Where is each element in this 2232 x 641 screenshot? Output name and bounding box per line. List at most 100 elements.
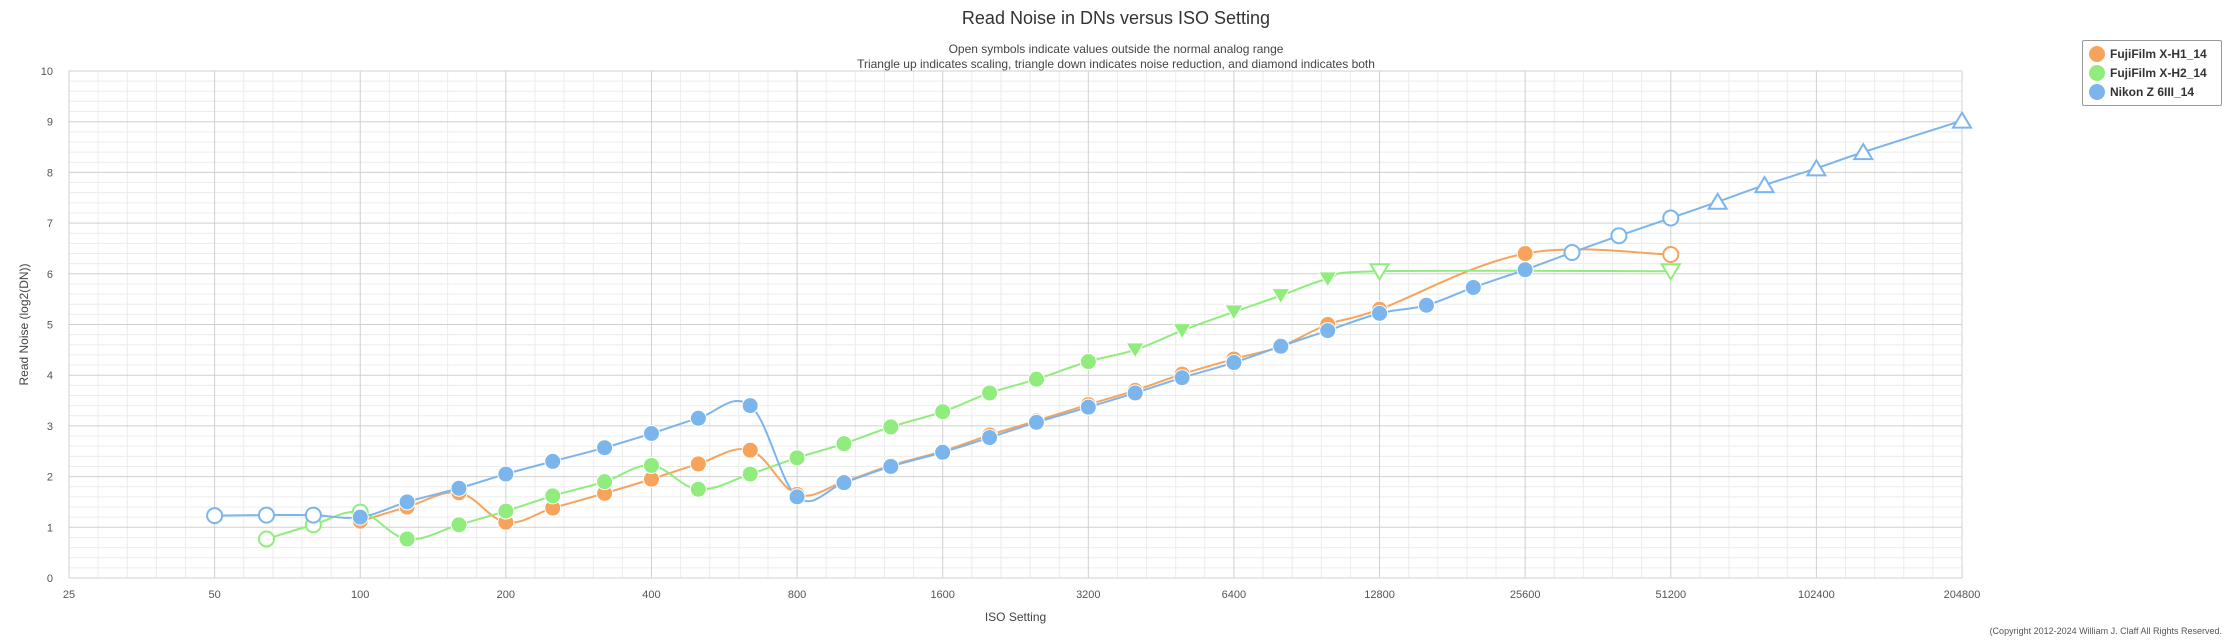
- data-point[interactable]: [1270, 288, 1291, 305]
- data-point[interactable]: [1027, 413, 1045, 431]
- x-tick-label: 200: [497, 589, 515, 601]
- legend-swatch-fujifilm-x-h2: [2089, 64, 2105, 81]
- legend-item-nikon-z6iii[interactable]: Nikon Z 6III_14: [2089, 82, 2215, 101]
- data-point[interactable]: [497, 502, 515, 520]
- data-point[interactable]: [450, 516, 468, 534]
- x-tick-label: 100: [351, 589, 369, 601]
- data-point[interactable]: [596, 439, 614, 457]
- data-point[interactable]: [934, 403, 952, 421]
- data-point[interactable]: [1125, 342, 1146, 359]
- data-point[interactable]: [257, 506, 275, 524]
- data-point[interactable]: [257, 530, 275, 548]
- data-point[interactable]: [1371, 304, 1389, 322]
- data-point[interactable]: [1027, 370, 1045, 388]
- data-point[interactable]: [934, 443, 952, 461]
- data-point[interactable]: [741, 465, 759, 483]
- data-point[interactable]: [1368, 263, 1391, 282]
- series-2: [206, 110, 1973, 526]
- legend-swatch-fujifilm-x-h1: [2089, 45, 2105, 62]
- data-point[interactable]: [788, 488, 806, 506]
- y-tick-label: 0: [47, 573, 53, 585]
- data-point[interactable]: [1662, 246, 1680, 264]
- data-point[interactable]: [689, 409, 707, 427]
- x-tick-label: 3200: [1076, 589, 1100, 601]
- data-point[interactable]: [788, 449, 806, 467]
- x-tick-label: 25600: [1510, 589, 1541, 601]
- legend-item-fujifilm-x-h2[interactable]: FujiFilm X-H2_14: [2089, 63, 2215, 82]
- data-point[interactable]: [882, 457, 900, 475]
- data-point[interactable]: [835, 474, 853, 492]
- legend-label-nikon-z6iii: Nikon Z 6III_14: [2110, 84, 2195, 99]
- y-tick-label: 2: [47, 472, 53, 484]
- y-tick-label: 10: [41, 66, 53, 78]
- data-point[interactable]: [1172, 323, 1192, 340]
- y-tick-label: 7: [47, 218, 53, 230]
- data-point[interactable]: [398, 493, 416, 511]
- x-tick-label: 102400: [1798, 589, 1835, 601]
- y-tick-label: 5: [47, 320, 53, 332]
- data-point[interactable]: [1173, 369, 1191, 387]
- data-point[interactable]: [351, 508, 369, 526]
- data-point[interactable]: [882, 418, 900, 436]
- data-point[interactable]: [1805, 158, 1828, 177]
- legend-label-fujifilm-x-h2: FujiFilm X-H2_14: [2110, 65, 2207, 80]
- data-point[interactable]: [1272, 337, 1290, 355]
- data-point[interactable]: [1079, 353, 1097, 371]
- data-point[interactable]: [1951, 110, 1973, 129]
- data-point[interactable]: [1079, 398, 1097, 416]
- series-layer: [206, 110, 1973, 548]
- data-point[interactable]: [835, 435, 853, 453]
- data-point[interactable]: [304, 506, 322, 524]
- data-point[interactable]: [1662, 209, 1680, 227]
- chart-subtitle-line-2: Triangle up indicates scaling, triangle …: [857, 57, 1375, 71]
- x-tick-label: 800: [788, 589, 806, 601]
- legend-label-fujifilm-x-h1: FujiFilm X-H1_14: [2110, 46, 2207, 61]
- legend-item-fujifilm-x-h1[interactable]: FujiFilm X-H1_14: [2089, 44, 2215, 63]
- chart-title: Read Noise in DNs versus ISO Setting: [961, 8, 1271, 28]
- data-point[interactable]: [398, 530, 416, 548]
- data-point[interactable]: [1464, 278, 1482, 296]
- x-axis-title: ISO Setting: [985, 610, 1046, 624]
- data-point[interactable]: [1660, 263, 1682, 282]
- y-tick-label: 1: [47, 522, 53, 534]
- series-1: [257, 263, 1682, 548]
- data-point[interactable]: [1516, 245, 1534, 263]
- data-point[interactable]: [1417, 296, 1435, 314]
- data-point[interactable]: [1516, 261, 1534, 279]
- data-point[interactable]: [981, 429, 999, 447]
- data-point[interactable]: [1225, 354, 1243, 372]
- legend: FujiFilm X-H1_14 FujiFilm X-H2_14 Nikon …: [2082, 40, 2222, 106]
- axes: 25 50 100 200 400 800 1600 3200 6400 12800 25600 51…: [41, 66, 1981, 601]
- copyright-notice: (Copyright 2012-2024 William J. Claff Al…: [1989, 626, 2222, 636]
- x-tick-label: 400: [642, 589, 660, 601]
- data-point[interactable]: [1852, 142, 1875, 161]
- data-point[interactable]: [1319, 322, 1337, 340]
- data-point[interactable]: [1317, 271, 1338, 288]
- data-point[interactable]: [544, 487, 562, 505]
- data-point[interactable]: [741, 441, 759, 459]
- data-point[interactable]: [642, 425, 660, 443]
- x-tick-label: 6400: [1222, 589, 1246, 601]
- x-tick-label: 25: [63, 589, 75, 601]
- data-point[interactable]: [497, 465, 515, 483]
- data-point[interactable]: [689, 455, 707, 473]
- x-tick-label: 51200: [1655, 589, 1686, 601]
- data-point[interactable]: [981, 384, 999, 402]
- data-point[interactable]: [1126, 384, 1144, 402]
- data-point[interactable]: [741, 397, 759, 415]
- y-tick-label: 8: [47, 167, 53, 179]
- data-point[interactable]: [1224, 304, 1244, 321]
- data-point[interactable]: [1610, 227, 1628, 245]
- data-point[interactable]: [206, 507, 224, 525]
- y-tick-label: 6: [47, 269, 53, 281]
- data-point[interactable]: [642, 456, 660, 474]
- data-point[interactable]: [1706, 191, 1729, 210]
- data-point[interactable]: [689, 480, 707, 498]
- data-point[interactable]: [596, 473, 614, 491]
- data-point[interactable]: [450, 479, 468, 497]
- data-point[interactable]: [1753, 175, 1776, 194]
- data-point[interactable]: [544, 452, 562, 470]
- major-gridlines: [68, 70, 1963, 579]
- data-point[interactable]: [1563, 244, 1581, 262]
